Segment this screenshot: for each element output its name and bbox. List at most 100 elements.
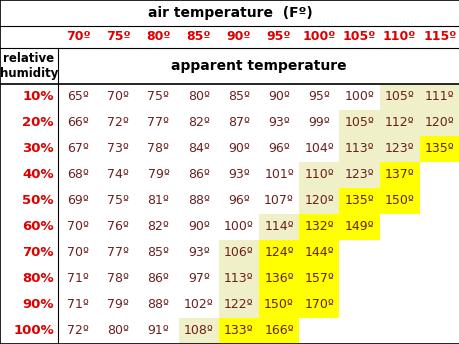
Text: 69º: 69º bbox=[67, 194, 89, 207]
Bar bbox=[138, 240, 178, 266]
Text: 79º: 79º bbox=[147, 169, 169, 182]
Text: 67º: 67º bbox=[67, 142, 89, 155]
Bar bbox=[339, 214, 379, 240]
Text: 87º: 87º bbox=[227, 117, 249, 129]
Text: 166º: 166º bbox=[264, 324, 293, 337]
Text: 113º: 113º bbox=[224, 272, 253, 286]
Text: 101º: 101º bbox=[263, 169, 293, 182]
Text: 75º: 75º bbox=[147, 90, 169, 104]
Bar bbox=[98, 136, 138, 162]
Bar bbox=[98, 84, 138, 110]
Bar bbox=[98, 292, 138, 318]
Bar bbox=[258, 84, 298, 110]
Text: 85º: 85º bbox=[186, 31, 211, 43]
Bar bbox=[0, 266, 58, 292]
Bar bbox=[379, 318, 419, 344]
Bar bbox=[379, 162, 419, 188]
Bar bbox=[98, 266, 138, 292]
Text: 120º: 120º bbox=[304, 194, 333, 207]
Bar bbox=[298, 162, 339, 188]
Text: air temperature  (Fº): air temperature (Fº) bbox=[147, 6, 312, 20]
Bar bbox=[339, 240, 379, 266]
Bar bbox=[258, 188, 298, 214]
Text: 114º: 114º bbox=[264, 221, 293, 234]
Text: 30%: 30% bbox=[22, 142, 54, 155]
Text: 86º: 86º bbox=[147, 272, 169, 286]
Text: 70º: 70º bbox=[66, 31, 90, 43]
Text: 122º: 122º bbox=[224, 299, 253, 312]
Text: 88º: 88º bbox=[187, 194, 209, 207]
Bar bbox=[339, 84, 379, 110]
Bar bbox=[298, 318, 339, 344]
Bar bbox=[218, 214, 258, 240]
Text: 80º: 80º bbox=[146, 31, 170, 43]
Text: 80º: 80º bbox=[107, 324, 129, 337]
Bar bbox=[298, 266, 339, 292]
Text: 97º: 97º bbox=[187, 272, 209, 286]
Bar bbox=[0, 318, 58, 344]
Bar bbox=[0, 292, 58, 318]
Text: 170º: 170º bbox=[304, 299, 334, 312]
Bar bbox=[379, 292, 419, 318]
Bar bbox=[178, 188, 218, 214]
Bar bbox=[379, 240, 419, 266]
Bar bbox=[138, 110, 178, 136]
Text: 73º: 73º bbox=[107, 142, 129, 155]
Bar bbox=[58, 136, 98, 162]
Text: 100%: 100% bbox=[13, 324, 54, 337]
Bar bbox=[138, 188, 178, 214]
Text: 90º: 90º bbox=[226, 31, 251, 43]
Bar bbox=[298, 240, 339, 266]
Bar bbox=[178, 110, 218, 136]
Bar bbox=[258, 136, 298, 162]
Bar bbox=[0, 162, 58, 188]
Text: 68º: 68º bbox=[67, 169, 89, 182]
Text: 20%: 20% bbox=[22, 117, 54, 129]
Text: 85º: 85º bbox=[227, 90, 249, 104]
Bar bbox=[0, 0, 459, 26]
Text: 106º: 106º bbox=[224, 247, 253, 259]
Bar bbox=[58, 240, 98, 266]
Text: 99º: 99º bbox=[308, 117, 330, 129]
Bar bbox=[298, 214, 339, 240]
Text: 85º: 85º bbox=[147, 247, 169, 259]
Bar bbox=[379, 110, 419, 136]
Text: 96º: 96º bbox=[228, 194, 249, 207]
Bar bbox=[0, 84, 58, 110]
Text: 95º: 95º bbox=[308, 90, 330, 104]
Bar bbox=[178, 136, 218, 162]
Text: 100º: 100º bbox=[302, 31, 335, 43]
Text: 82º: 82º bbox=[147, 221, 169, 234]
Text: 80º: 80º bbox=[187, 90, 209, 104]
Bar bbox=[298, 188, 339, 214]
Bar bbox=[218, 110, 258, 136]
Bar bbox=[58, 188, 98, 214]
Bar bbox=[58, 110, 98, 136]
Bar bbox=[178, 318, 218, 344]
Bar bbox=[98, 188, 138, 214]
Bar bbox=[258, 240, 298, 266]
Text: 135º: 135º bbox=[424, 142, 454, 155]
Text: 157º: 157º bbox=[304, 272, 334, 286]
Bar bbox=[339, 110, 379, 136]
Bar bbox=[58, 318, 98, 344]
Text: 90º: 90º bbox=[187, 221, 209, 234]
Bar bbox=[138, 318, 178, 344]
Text: apparent temperature: apparent temperature bbox=[171, 59, 346, 73]
Text: 80%: 80% bbox=[22, 272, 54, 286]
Text: 74º: 74º bbox=[107, 169, 129, 182]
Bar bbox=[218, 292, 258, 318]
Bar bbox=[258, 110, 298, 136]
Text: 95º: 95º bbox=[266, 31, 291, 43]
Text: 66º: 66º bbox=[67, 117, 89, 129]
Text: 111º: 111º bbox=[424, 90, 454, 104]
Bar bbox=[419, 292, 459, 318]
Text: 75º: 75º bbox=[107, 194, 129, 207]
Text: 50%: 50% bbox=[22, 194, 54, 207]
Text: 137º: 137º bbox=[384, 169, 414, 182]
Text: 78º: 78º bbox=[147, 142, 169, 155]
Bar bbox=[138, 162, 178, 188]
Text: 77º: 77º bbox=[107, 247, 129, 259]
Bar bbox=[98, 162, 138, 188]
Bar bbox=[379, 266, 419, 292]
